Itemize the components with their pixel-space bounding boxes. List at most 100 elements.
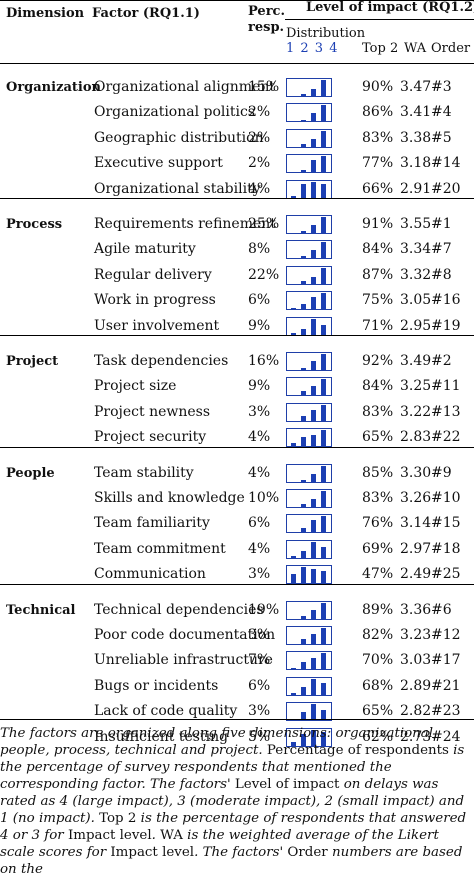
distribution-bar-3 [311, 138, 316, 147]
order-value: #16 [431, 292, 461, 309]
distribution-bar-3 [311, 704, 316, 721]
distribution-bar-3 [311, 499, 316, 507]
top2-value: 75% [362, 292, 394, 309]
percent-respondents: 7% [248, 652, 271, 669]
top2-value: 84% [362, 378, 394, 395]
distribution-bar-3 [311, 519, 316, 533]
percent-respondents: 2% [248, 129, 271, 146]
wa-value: 2.97 [400, 540, 432, 557]
distribution-bar-4 [321, 267, 326, 284]
distribution-sparkbar [286, 402, 332, 422]
distribution-bar-4 [321, 732, 326, 746]
factor-name: Executive support [94, 155, 223, 172]
top2-value: 47% [362, 566, 394, 583]
order-value: #24 [431, 728, 461, 745]
percent-respondents: 22% [248, 266, 280, 283]
order-value: #17 [431, 652, 461, 669]
factor-name: Team commitment [94, 540, 226, 557]
group-separator [0, 583, 474, 585]
distribution-bar-3 [311, 88, 316, 96]
top2-value: 90% [362, 79, 394, 95]
wa-value: 3.22 [400, 403, 432, 420]
order-value: #6 [431, 601, 452, 618]
order-value: #15 [431, 515, 461, 532]
distribution-bar-4 [321, 80, 326, 96]
order-value: #13 [431, 403, 461, 420]
dimension-name: Organization [6, 80, 101, 95]
percent-respondents: 16% [248, 353, 280, 369]
percent-respondents: 4% [248, 540, 271, 557]
distribution-bar-4 [321, 546, 326, 558]
top2-value: 76% [362, 515, 394, 532]
distribution-sparkbar [286, 215, 332, 234]
factor-name: Work in progress [94, 292, 216, 309]
distribution-bar-4 [321, 184, 326, 198]
top2-value: 71% [362, 317, 394, 334]
percent-respondents: 6% [248, 677, 271, 694]
order-value: #25 [431, 566, 461, 583]
distribution-bar-4 [321, 156, 326, 173]
wa-value: 2.49 [400, 566, 432, 583]
percent-respondents: 10% [248, 490, 280, 506]
wa-value: 3.41 [400, 104, 432, 121]
distribution-bar-2 [301, 368, 306, 370]
distribution-bar-2 [301, 480, 306, 482]
wa-value: 3.05 [400, 292, 432, 309]
distribution-bar-3 [311, 409, 316, 421]
top2-value: 83% [362, 490, 394, 506]
distribution-bar-4 [321, 571, 326, 584]
top2-value: 70% [362, 652, 394, 669]
distribution-bar-4 [321, 404, 326, 421]
order-value: #19 [431, 317, 461, 334]
distribution-header: Distribution [286, 26, 366, 41]
factor-name: Technical dependencies [94, 601, 264, 618]
distribution-bar-4 [321, 653, 326, 670]
top2-value: 87% [362, 266, 394, 283]
distribution-bar-2 [301, 616, 306, 619]
distribution-sparkbar [286, 626, 332, 645]
distribution-bar-3 [311, 318, 316, 335]
top2-value: 83% [362, 403, 394, 420]
dimension-name: Technical [6, 602, 76, 618]
top2-value: 89% [362, 601, 394, 618]
wa-value: 2.73 [400, 728, 432, 745]
wa-value: 3.49 [400, 353, 432, 369]
factor-header: Factor (RQ1.1) [92, 6, 200, 21]
distribution-bar-2 [301, 390, 306, 396]
order-value: #9 [431, 464, 452, 481]
distribution-bar-2 [301, 184, 306, 198]
top2-value: 69% [362, 540, 394, 557]
top2-value: 84% [362, 241, 394, 258]
factor-name: Regular delivery [94, 266, 212, 283]
distribution-bar-2 [301, 734, 306, 746]
wa-value: 2.89 [400, 677, 432, 694]
percent-respondents: 8% [248, 241, 271, 258]
distribution-bar-3 [311, 225, 316, 233]
factor-name: Organizational stability [94, 180, 261, 197]
distribution-bar-1 [291, 196, 296, 198]
perc-header-line1: Perc. [248, 4, 285, 19]
wa-value: 3.38 [400, 129, 432, 146]
distribution-bar-4 [321, 430, 326, 447]
percent-respondents: 4% [248, 429, 271, 446]
wa-value: 3.32 [400, 266, 432, 283]
distribution-bar-1 [291, 307, 296, 310]
distribution-bar-4 [321, 628, 326, 644]
distribution-bar-2 [301, 550, 306, 558]
distribution-bar-4 [321, 217, 326, 233]
distribution-bar-3 [311, 568, 316, 584]
factor-name: Organizational politics [94, 104, 255, 121]
distribution-bar-2 [301, 169, 306, 173]
distribution-bar-2 [301, 527, 306, 533]
group-separator [0, 198, 474, 199]
top2-value: 66% [362, 180, 394, 197]
factor-name: Project size [94, 378, 177, 395]
factor-name: Organizational alignment [94, 79, 276, 95]
top2-value: 92% [362, 353, 394, 369]
factor-name: Team familiarity [94, 515, 210, 532]
order-value: #11 [431, 378, 461, 395]
top2-value: 91% [362, 216, 394, 232]
group-separator [0, 446, 474, 448]
wa-value: 3.36 [400, 601, 432, 618]
wa-value: 2.82 [400, 703, 432, 720]
